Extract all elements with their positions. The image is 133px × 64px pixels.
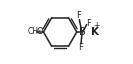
Text: F: F [78, 44, 83, 52]
Text: O: O [36, 28, 43, 36]
Text: F: F [76, 11, 81, 20]
Text: F: F [86, 19, 91, 28]
Text: +: + [93, 21, 100, 30]
Text: CH₃: CH₃ [28, 28, 42, 36]
Text: B: B [79, 27, 86, 37]
Text: K: K [91, 27, 99, 37]
